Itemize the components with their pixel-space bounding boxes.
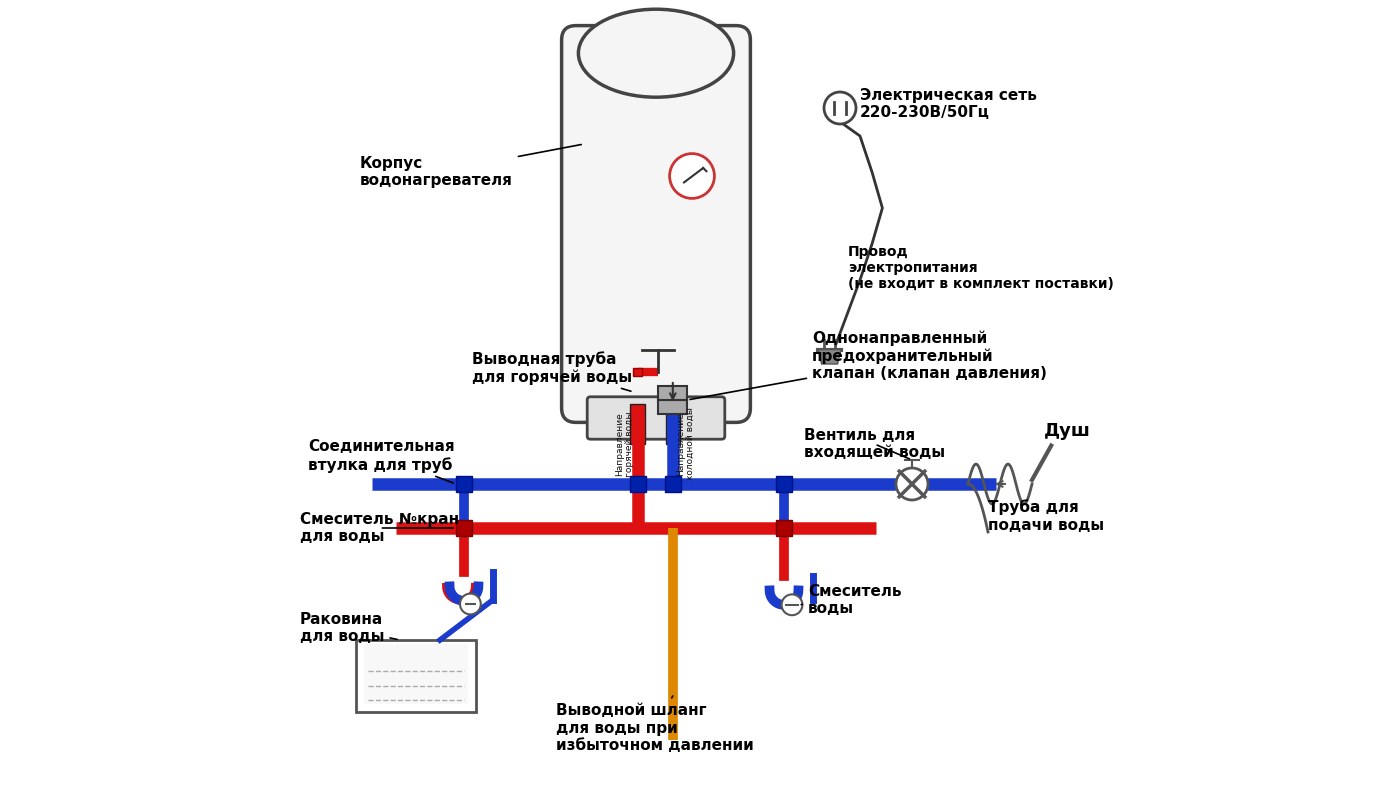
Text: Однонаправленный
предохранительный
клапан (клапан давления): Однонаправленный предохранительный клапа… [691,330,1046,399]
Text: Раковина
для воды: Раковина для воды [300,612,397,644]
Text: Смеситель №кран
для воды: Смеситель №кран для воды [300,512,459,544]
Bar [455,520,472,536]
Text: Выводной шланг
для воды при
избыточном давлении: Выводной шланг для воды при избыточном д… [556,696,754,753]
Text: Вентиль для
входящей воды: Вентиль для входящей воды [804,428,945,460]
FancyBboxPatch shape [587,397,725,439]
Bar [364,644,468,704]
Bar [776,520,792,536]
Bar [632,368,642,376]
Bar [630,476,645,492]
Bar [904,476,920,492]
Circle shape [895,468,929,500]
Circle shape [823,92,855,124]
Bar [659,400,688,414]
Bar [666,404,680,444]
Text: Направление
холодной воды: Направление холодной воды [675,407,695,481]
Bar [356,640,476,712]
Ellipse shape [579,10,734,98]
Text: Смеситель
воды: Смеситель воды [801,584,901,616]
Text: Душ: Душ [1044,422,1091,440]
Bar [630,404,645,444]
Text: Труба для
подачи воды: Труба для подачи воды [988,499,1104,533]
Bar [659,386,688,400]
Bar [455,476,472,492]
Bar [664,476,681,492]
FancyBboxPatch shape [562,26,750,422]
Bar [776,476,792,492]
Text: Провод
электропитания
(не входит в комплект поставки): Провод электропитания (не входит в компл… [848,245,1114,291]
Polygon shape [818,350,841,364]
Text: Соединительная
втулка для труб: Соединительная втулка для труб [309,439,454,483]
Text: Выводная труба
для горячей воды: Выводная труба для горячей воды [472,351,632,391]
Text: Корпус
водонагревателя: Корпус водонагревателя [360,145,581,188]
Text: Электрическая сеть
220-230В/50Гц: Электрическая сеть 220-230В/50Гц [859,88,1037,120]
Circle shape [782,594,803,615]
Text: Направление
горячей воды: Направление горячей воды [614,411,634,477]
Circle shape [670,154,714,198]
Circle shape [459,594,480,614]
